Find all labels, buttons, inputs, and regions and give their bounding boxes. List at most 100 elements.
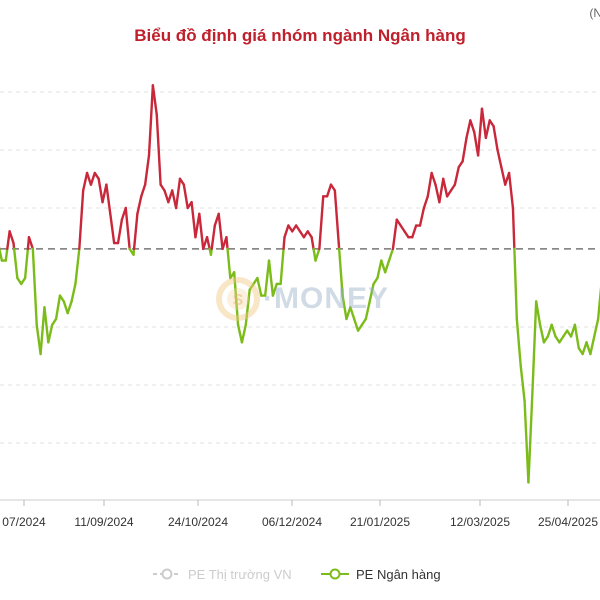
series-segment-133-0 (511, 206, 516, 251)
series-segment-2-0 (4, 247, 9, 262)
series-segment-121-0 (465, 119, 472, 140)
x-tick-label-0: 07/2024 (2, 515, 46, 529)
series-segment-59-1 (226, 247, 232, 280)
series-segment-130-0 (500, 165, 507, 186)
series-segment-54-0 (205, 235, 211, 251)
series-segment-36-0 (136, 195, 143, 216)
series-segment-48-0 (182, 183, 189, 210)
series-segment-128-0 (492, 125, 499, 151)
series-segment-46-0 (174, 177, 182, 210)
series-segment-55-1 (210, 224, 217, 251)
series-segment-40-0 (151, 84, 158, 116)
series-segment-50-0 (190, 200, 197, 239)
series-segment-139-0 (534, 300, 542, 326)
series-segment-69-0 (263, 259, 271, 297)
series-segment-29-0 (109, 212, 116, 245)
series-segment-9-0 (31, 247, 38, 326)
series-segment-136-0 (523, 399, 530, 484)
series-segment-35-1 (132, 212, 139, 251)
series-segment-112-0 (430, 171, 437, 186)
chart-title: Biểu đồ định giá nhóm ngành Ngân hàng (134, 26, 466, 45)
series-segment-96-0 (368, 282, 375, 303)
x-tick-label-2: 24/10/2024 (168, 515, 228, 529)
x-tick-label-5: 12/03/2025 (450, 515, 510, 529)
series-segment-143-0 (550, 323, 557, 338)
series-segment-100-0 (383, 259, 391, 274)
series-segment-135-0 (519, 364, 526, 402)
series-segment-2-1 (6, 230, 11, 251)
series-segment-52-0 (198, 212, 205, 251)
series-segment-92-0 (353, 317, 360, 332)
series-segment-13-0 (47, 323, 54, 344)
series-segment-15-0 (54, 294, 62, 321)
series-segment-4-1 (12, 247, 19, 280)
series-layer (0, 84, 600, 484)
series-segment-64-0 (244, 288, 251, 326)
grid-layer (0, 91, 600, 444)
series-segment-109-0 (418, 206, 426, 227)
legend-item-market[interactable]: PE Thị trường VN (152, 563, 292, 585)
legend-marker-bank-icon (321, 568, 349, 580)
chart-note: (N (589, 6, 600, 20)
axis-layer: 07/2024 11/09/2024 24/10/2024 06/12/2024 21/… (0, 499, 600, 529)
series-segment-102-0 (391, 218, 398, 251)
series-segment-43-0 (163, 189, 170, 204)
series-segment-70-0 (267, 259, 275, 297)
legend-marker-market-icon (153, 568, 181, 580)
series-segment-111-0 (426, 171, 433, 198)
series-segment-3-0 (8, 230, 15, 245)
x-tick-label-3: 06/12/2024 (262, 515, 322, 529)
series-segment-91-0 (349, 306, 356, 321)
series-segment-118-0 (453, 165, 460, 186)
series-segment-154-0 (593, 317, 600, 338)
legend-label-bank: PE Ngân hàng (356, 566, 441, 582)
series-segment-85-0 (325, 183, 333, 198)
series-segment-71-0 (271, 282, 278, 297)
series-segment-90-0 (345, 306, 352, 321)
series-segment-12-0 (43, 306, 50, 344)
series-segment-129-0 (496, 148, 503, 169)
series-segment-138-0 (531, 300, 538, 397)
series-segment-132-0 (507, 171, 515, 210)
series-segment-74-0 (283, 224, 290, 239)
series-segment-63-0 (240, 323, 247, 344)
series-segment-31-0 (116, 218, 124, 245)
series-segment-87-0 (333, 189, 340, 245)
series-segment-140-0 (538, 323, 546, 344)
series-segment-28-0 (105, 183, 112, 216)
series-segment-18-0 (66, 300, 73, 315)
series-segment-62-0 (236, 323, 244, 344)
series-segment-142-0 (546, 323, 553, 338)
series-segment-110-0 (422, 195, 429, 210)
series-segment-23-0 (85, 171, 93, 186)
series-segment-137-0 (527, 393, 534, 484)
series-segment-24-0 (89, 171, 96, 186)
series-segment-73-1 (282, 235, 286, 251)
x-tick-label-4: 21/01/2025 (350, 515, 410, 529)
series-segment-22-0 (81, 171, 89, 192)
series-segment-99-0 (380, 259, 387, 274)
series-segment-88-1 (337, 247, 344, 297)
series-segment-26-0 (97, 177, 104, 204)
series-segment-95-0 (364, 300, 371, 321)
series-segment-19-0 (70, 282, 77, 303)
series-segment-11-0 (39, 306, 46, 356)
legend-label-market: PE Thị trường VN (188, 566, 292, 582)
series-segment-115-0 (442, 177, 449, 198)
series-segment-38-0 (143, 154, 151, 186)
series-segment-0-1 (0, 247, 4, 262)
series-segment-101-0 (387, 247, 395, 262)
series-segment-81-0 (310, 235, 315, 251)
series-segment-41-0 (155, 113, 162, 186)
legend-item-bank[interactable]: PE Ngân hàng (320, 563, 441, 585)
series-segment-17-0 (62, 300, 69, 315)
series-segment-89-0 (341, 294, 348, 321)
series-segment-151-0 (581, 341, 588, 356)
series-segment-120-0 (461, 136, 468, 163)
series-segment-107-0 (411, 224, 418, 239)
series-segment-83-0 (318, 195, 325, 251)
series-segment-20-0 (74, 247, 81, 286)
series-segment-37-0 (140, 183, 147, 198)
